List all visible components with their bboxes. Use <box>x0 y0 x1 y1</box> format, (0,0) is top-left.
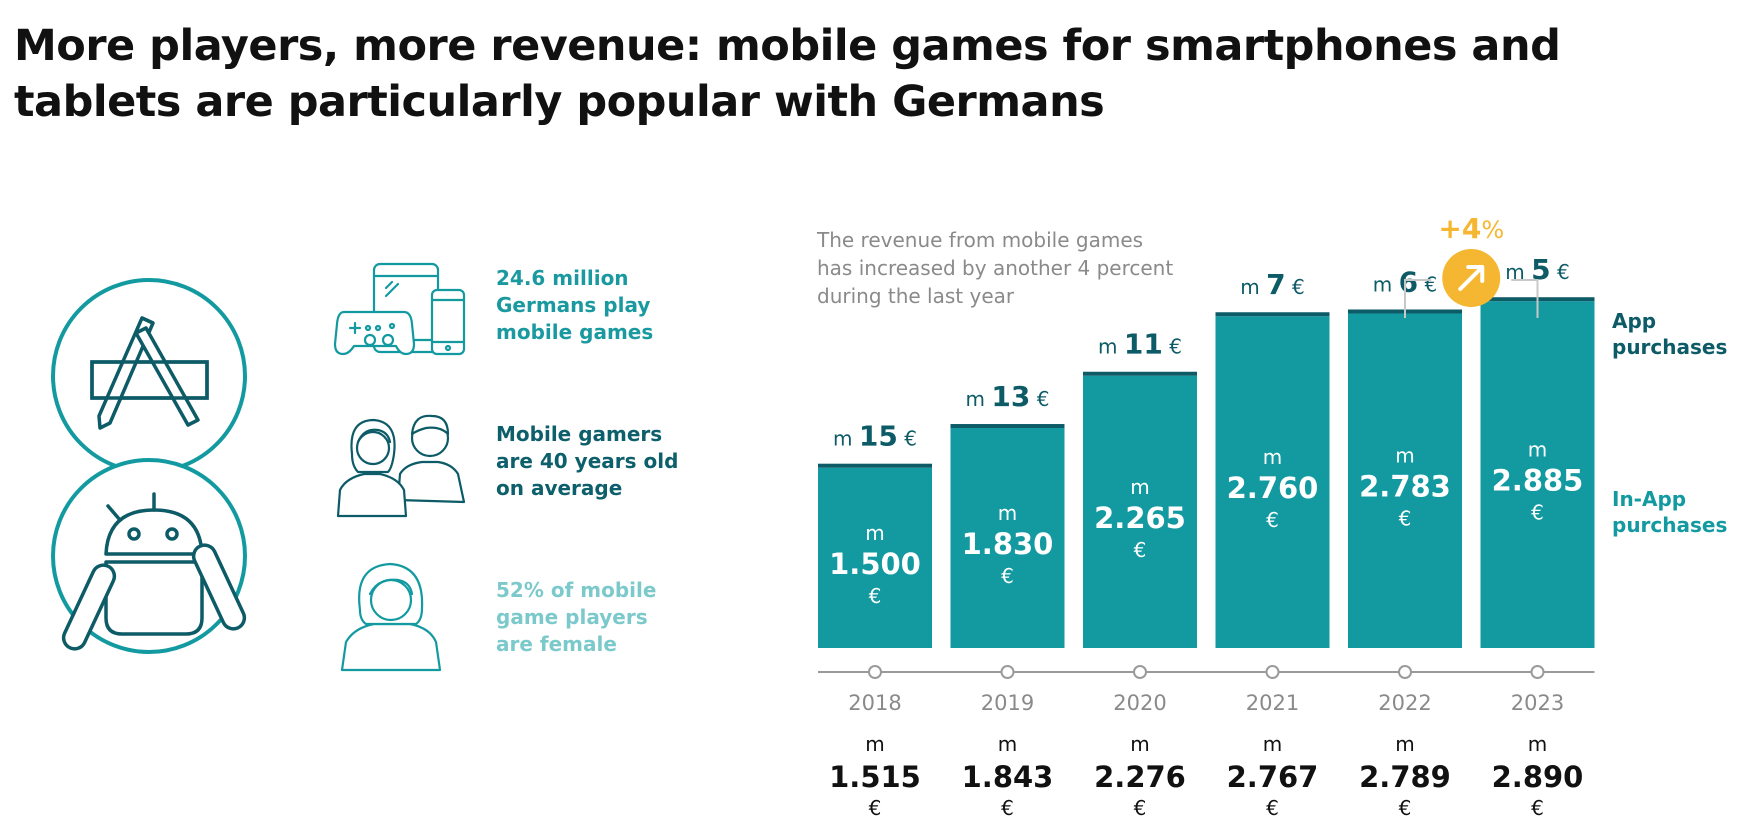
intro-line-2: has increased by another 4 percent <box>817 256 1174 280</box>
axis-tick-2019 <box>1000 665 1015 679</box>
app-value-2020: m 11 € <box>1098 328 1182 361</box>
in-app-unit-2019: m <box>998 501 1017 525</box>
app-value-2023: m 5 € <box>1505 253 1569 286</box>
fact-players-line-2: Germans play <box>496 293 651 317</box>
in-app-currency-2018: € <box>869 584 882 608</box>
growth-arrow-glyph <box>1458 265 1485 291</box>
android-icon <box>51 458 247 654</box>
title-line-1: More players, more revenue: mobile games… <box>14 21 1561 71</box>
year-label-2023: 2023 <box>1511 691 1564 715</box>
legend-app-purchases: App purchases <box>1612 308 1752 360</box>
bar-app-2020 <box>1083 371 1197 376</box>
total-value-2023: 2.890 <box>1492 760 1584 794</box>
in-app-currency-2023: € <box>1531 501 1544 525</box>
bar-app-2018 <box>818 463 932 468</box>
year-label-2021: 2021 <box>1246 691 1299 715</box>
title-line-2: tablets are particularly popular with Ge… <box>14 77 1105 127</box>
total-unit-2018: m <box>865 732 884 756</box>
axis-tick-2018 <box>868 665 882 679</box>
bar-in-app-2022 <box>1348 313 1462 648</box>
bar-in-app-2020 <box>1083 375 1197 648</box>
gaming-devices-icon <box>333 262 466 356</box>
axis-tick-2023 <box>1530 665 1545 679</box>
total-unit-2022: m <box>1395 732 1414 756</box>
legend-inapp-line-2: purchases <box>1612 513 1728 537</box>
in-app-value-2020: 2.265 <box>1094 501 1186 535</box>
axis-tick-2020 <box>1133 665 1147 679</box>
intro-line-3: during the last year <box>817 284 1015 308</box>
total-currency-2019: € <box>1001 796 1014 820</box>
year-label-2019: 2019 <box>981 691 1034 715</box>
intro-line-1: The revenue from mobile games <box>817 228 1144 252</box>
total-currency-2020: € <box>1134 796 1147 820</box>
year-label-2018: 2018 <box>848 691 901 715</box>
fact-age-line-3: on average <box>496 476 623 500</box>
in-app-value-2019: 1.830 <box>962 527 1054 561</box>
fact-players-line-3: mobile games <box>496 320 654 344</box>
app-value-2022: m 6 € <box>1373 265 1437 298</box>
woman-icon <box>340 562 442 672</box>
legend-inapp-line-1: In-App <box>1612 487 1687 511</box>
app-value-2018: m 15 € <box>833 420 917 453</box>
growth-bracket <box>1404 279 1539 318</box>
app-value-2019: m 13 € <box>966 380 1050 413</box>
total-value-2018: 1.515 <box>829 760 921 794</box>
bar-in-app-2019 <box>950 428 1065 648</box>
fact-age-line-1: Mobile gamers <box>496 422 663 446</box>
total-value-2020: 2.276 <box>1094 760 1186 794</box>
legend-app-line-1: App <box>1612 309 1657 333</box>
total-value-2019: 1.843 <box>962 760 1054 794</box>
app-store-icon <box>51 278 247 474</box>
legend-app-line-2: purchases <box>1612 335 1728 359</box>
in-app-currency-2020: € <box>1134 538 1147 562</box>
fact-age: Mobile gamers are 40 years old on averag… <box>496 421 756 502</box>
fact-players-line-1: 24.6 million <box>496 266 629 290</box>
couple-icon <box>336 414 466 518</box>
legend-in-app-purchases: In-App purchases <box>1612 486 1752 538</box>
bar-app-2019 <box>950 424 1065 429</box>
fact-age-line-2: are 40 years old <box>496 449 679 473</box>
in-app-unit-2018: m <box>865 521 884 545</box>
year-label-2022: 2022 <box>1378 691 1431 715</box>
fact-female-line-2: game players <box>496 605 648 629</box>
in-app-unit-2023: m <box>1528 438 1547 462</box>
total-unit-2020: m <box>1130 732 1149 756</box>
in-app-unit-2022: m <box>1395 444 1414 468</box>
in-app-currency-2022: € <box>1399 507 1412 531</box>
in-app-currency-2021: € <box>1266 508 1279 532</box>
in-app-currency-2019: € <box>1001 564 1014 588</box>
axis-tick-2021 <box>1265 665 1280 679</box>
fact-female: 52% of mobile game players are female <box>496 577 756 658</box>
total-currency-2023: € <box>1531 796 1544 820</box>
total-unit-2019: m <box>998 732 1017 756</box>
total-value-2022: 2.789 <box>1359 760 1451 794</box>
in-app-unit-2021: m <box>1263 445 1282 469</box>
total-currency-2018: € <box>869 796 882 820</box>
in-app-value-2022: 2.783 <box>1359 470 1451 504</box>
fact-players: 24.6 million Germans play mobile games <box>496 265 756 346</box>
page-title: More players, more revenue: mobile games… <box>14 18 1561 130</box>
bar-app-2021 <box>1215 312 1330 317</box>
growth-label: +4% <box>1438 212 1504 245</box>
fact-female-line-3: are female <box>496 632 617 656</box>
total-currency-2022: € <box>1399 796 1412 820</box>
in-app-unit-2020: m <box>1130 475 1149 499</box>
total-unit-2023: m <box>1528 732 1547 756</box>
in-app-value-2023: 2.885 <box>1492 464 1584 498</box>
axis-tick-2022 <box>1398 665 1412 679</box>
total-currency-2021: € <box>1266 796 1279 820</box>
fact-female-line-1: 52% of mobile <box>496 578 657 602</box>
in-app-value-2021: 2.760 <box>1227 471 1319 505</box>
bar-in-app-2018 <box>818 467 932 648</box>
in-app-value-2018: 1.500 <box>829 547 921 581</box>
bar-in-app-2023 <box>1480 301 1595 648</box>
year-label-2020: 2020 <box>1113 691 1166 715</box>
total-unit-2021: m <box>1263 732 1282 756</box>
total-value-2021: 2.767 <box>1227 760 1319 794</box>
bar-in-app-2021 <box>1215 316 1330 648</box>
app-value-2021: m 7 € <box>1240 268 1304 301</box>
chart-intro-text: The revenue from mobile games has increa… <box>817 226 1277 310</box>
